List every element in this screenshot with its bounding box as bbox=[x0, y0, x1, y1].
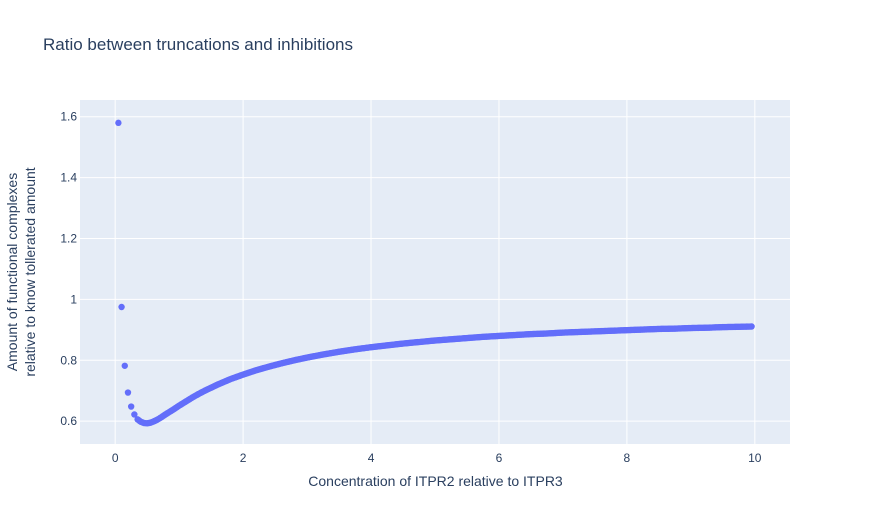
x-tick-label: 6 bbox=[496, 451, 503, 465]
y-axis-title: Amount of functional complexes relative … bbox=[4, 167, 38, 376]
x-tick-label: 2 bbox=[240, 451, 247, 465]
plot-area bbox=[80, 100, 790, 444]
y-tick-label: 1.6 bbox=[60, 110, 77, 124]
chart-title: Ratio between truncations and inhibition… bbox=[43, 35, 353, 54]
data-point bbox=[124, 389, 132, 396]
data-point bbox=[115, 119, 122, 127]
y-tick-label: 0.6 bbox=[60, 414, 77, 428]
x-axis-title: Concentration of ITPR2 relative to ITPR3 bbox=[308, 473, 563, 489]
x-tick-label: 10 bbox=[748, 451, 762, 465]
grid-lines bbox=[80, 100, 790, 444]
data-point bbox=[127, 403, 135, 410]
data-points bbox=[115, 119, 755, 427]
data-point bbox=[131, 411, 138, 418]
x-tick-label: 8 bbox=[624, 451, 631, 465]
y-axis-title-line-2: relative to know tollerated amount bbox=[22, 167, 38, 376]
y-tick-label: 1.4 bbox=[60, 171, 77, 185]
y-tick-label: 1.2 bbox=[60, 232, 77, 246]
y-axis-title-line-1: Amount of functional complexes bbox=[4, 173, 20, 371]
data-point bbox=[118, 303, 125, 311]
data-point bbox=[748, 323, 755, 330]
y-axis-ticks: 0.6 0.8 1 1.2 1.4 1.6 bbox=[60, 110, 77, 428]
x-axis-ticks: 0 2 4 6 8 10 bbox=[112, 451, 762, 465]
data-point bbox=[121, 362, 128, 369]
x-tick-label: 4 bbox=[368, 451, 375, 465]
y-tick-label: 0.8 bbox=[60, 353, 77, 367]
y-tick-label: 1 bbox=[70, 292, 77, 306]
x-tick-label: 0 bbox=[112, 451, 119, 465]
